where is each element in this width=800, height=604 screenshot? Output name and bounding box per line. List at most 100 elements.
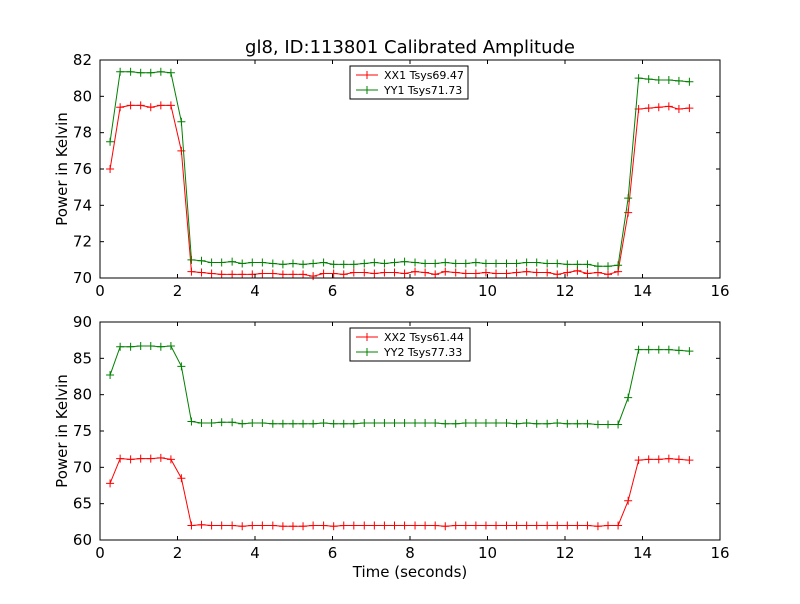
x-tick-label: 6: [328, 544, 338, 562]
data-point: [187, 267, 196, 276]
data-point: [421, 419, 430, 428]
data-point: [288, 419, 297, 428]
data-point: [187, 255, 196, 264]
data-point: [593, 522, 602, 531]
data-point: [674, 76, 683, 85]
data-point: [543, 419, 552, 428]
data-point: [156, 67, 165, 76]
data-point: [380, 268, 389, 277]
data-point: [451, 521, 460, 530]
data-point: [563, 260, 572, 269]
data-point: [431, 521, 440, 530]
data-point: [268, 419, 277, 428]
data-point: [207, 521, 216, 530]
data-point: [512, 259, 521, 268]
data-point: [532, 268, 541, 277]
data-point: [268, 269, 277, 278]
data-point: [248, 258, 257, 267]
data-point: [634, 456, 643, 465]
x-tick-label: 2: [173, 282, 183, 300]
legend-box: [349, 327, 471, 362]
data-point: [583, 521, 592, 530]
data-point: [685, 456, 694, 465]
data-point: [238, 522, 247, 531]
data-point: [451, 419, 460, 428]
data-point: [126, 455, 135, 464]
data-point: [634, 345, 643, 354]
data-point: [136, 101, 145, 110]
data-point: [228, 270, 237, 279]
data-point: [532, 258, 541, 267]
data-point: [400, 257, 409, 266]
data-point: [349, 521, 358, 530]
data-point: [553, 419, 562, 428]
data-point: [411, 258, 420, 267]
data-point: [177, 146, 186, 155]
data-point: [207, 419, 216, 428]
data-point: [217, 270, 226, 279]
data-point: [187, 521, 196, 530]
data-point: [664, 454, 673, 463]
data-point: [177, 474, 186, 483]
data-point: [471, 521, 480, 530]
legend-marker: [363, 348, 371, 356]
chart-title: gl8, ID:113801 Calibrated Amplitude: [245, 37, 575, 58]
x-tick-label: 0: [95, 544, 105, 562]
plot-panel-2: 0 2 4 6 8 10 12 14 16 60 65 70 75 80 85 90 Power in Kelv…: [53, 313, 730, 581]
data-point: [441, 267, 450, 276]
data-point: [156, 101, 165, 110]
data-point: [604, 262, 613, 271]
data-point: [116, 103, 125, 112]
data-point: [166, 101, 175, 110]
data-point: [146, 454, 155, 463]
y-axis-label: Power in Kelvin: [53, 374, 71, 488]
data-point: [156, 342, 165, 351]
data-point: [614, 521, 623, 530]
data-point: [553, 270, 562, 279]
data-point: [573, 419, 582, 428]
data-point: [116, 67, 125, 76]
data-point: [258, 521, 267, 530]
data-point: [471, 269, 480, 278]
data-point: [349, 268, 358, 277]
data-point: [553, 521, 562, 530]
data-point: [502, 259, 511, 268]
x-tick-label: 4: [250, 282, 260, 300]
data-point: [492, 259, 501, 268]
data-point: [441, 522, 450, 531]
data-point: [411, 521, 420, 530]
data-point: [481, 419, 490, 428]
data-point: [299, 522, 308, 531]
data-point: [451, 268, 460, 277]
data-point: [248, 521, 257, 530]
data-point: [421, 521, 430, 530]
x-tick-label: 14: [633, 282, 652, 300]
x-tick-label: 2: [173, 544, 183, 562]
series-line-2: [109, 71, 690, 267]
data-point: [411, 267, 420, 276]
data-point: [319, 521, 328, 530]
legend-2: XX2 Tsys61.44 YY2 Tsys77.33: [349, 327, 471, 362]
data-point: [685, 347, 694, 356]
data-point: [654, 103, 663, 112]
data-point: [299, 260, 308, 269]
data-point: [400, 269, 409, 278]
series-line-1: [109, 104, 690, 277]
data-point: [563, 419, 572, 428]
x-tick-label: 6: [328, 282, 338, 300]
data-point: [319, 258, 328, 267]
data-point: [431, 259, 440, 268]
data-point: [563, 268, 572, 277]
data-point: [309, 521, 318, 530]
data-point: [288, 270, 297, 279]
y-tick-label: 65: [73, 495, 92, 513]
data-point: [411, 419, 420, 428]
y-axis-label: Power in Kelvin: [53, 112, 71, 226]
y-tick-label: 78: [73, 124, 92, 142]
data-point: [126, 67, 135, 76]
data-point: [543, 268, 552, 277]
data-point: [329, 269, 338, 278]
data-point: [370, 258, 379, 267]
data-point: [299, 419, 308, 428]
